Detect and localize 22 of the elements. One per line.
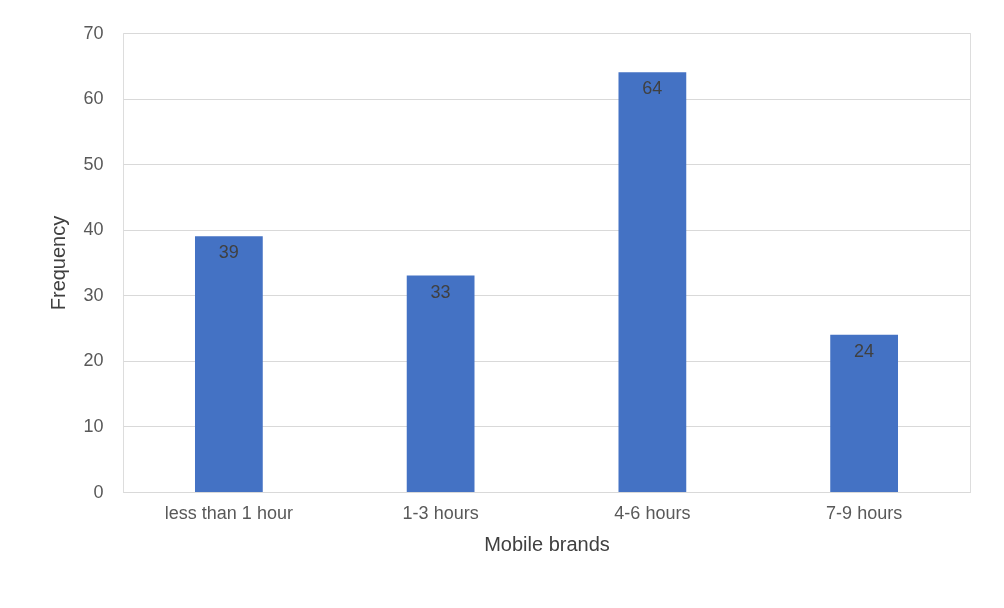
- bar: [830, 334, 899, 492]
- y-tick-label: 70: [83, 22, 104, 43]
- x-tick-label: less than 1 hour: [164, 502, 293, 523]
- x-tick-label: 1-3 hours: [402, 502, 479, 523]
- x-tick-label: 4-6 hours: [614, 502, 691, 523]
- y-tick-label: 50: [83, 153, 104, 174]
- bar: [618, 72, 687, 492]
- y-tick-label: 40: [83, 219, 104, 240]
- bar: [406, 275, 475, 492]
- x-axis-title: Mobile brands: [484, 532, 610, 555]
- x-tick-label: 7-9 hours: [826, 502, 903, 523]
- y-tick-label: 20: [83, 350, 104, 371]
- y-tick-label: 30: [83, 284, 104, 305]
- data-label: 33: [430, 281, 451, 302]
- y-tick-label: 60: [83, 88, 104, 109]
- data-label: 24: [854, 340, 875, 361]
- data-label: 39: [218, 242, 239, 263]
- y-axis-title: Frequency: [47, 215, 70, 311]
- y-tick-label: 0: [93, 481, 104, 502]
- data-label: 64: [642, 78, 663, 99]
- bar: [195, 236, 263, 492]
- y-tick-label: 10: [83, 415, 104, 436]
